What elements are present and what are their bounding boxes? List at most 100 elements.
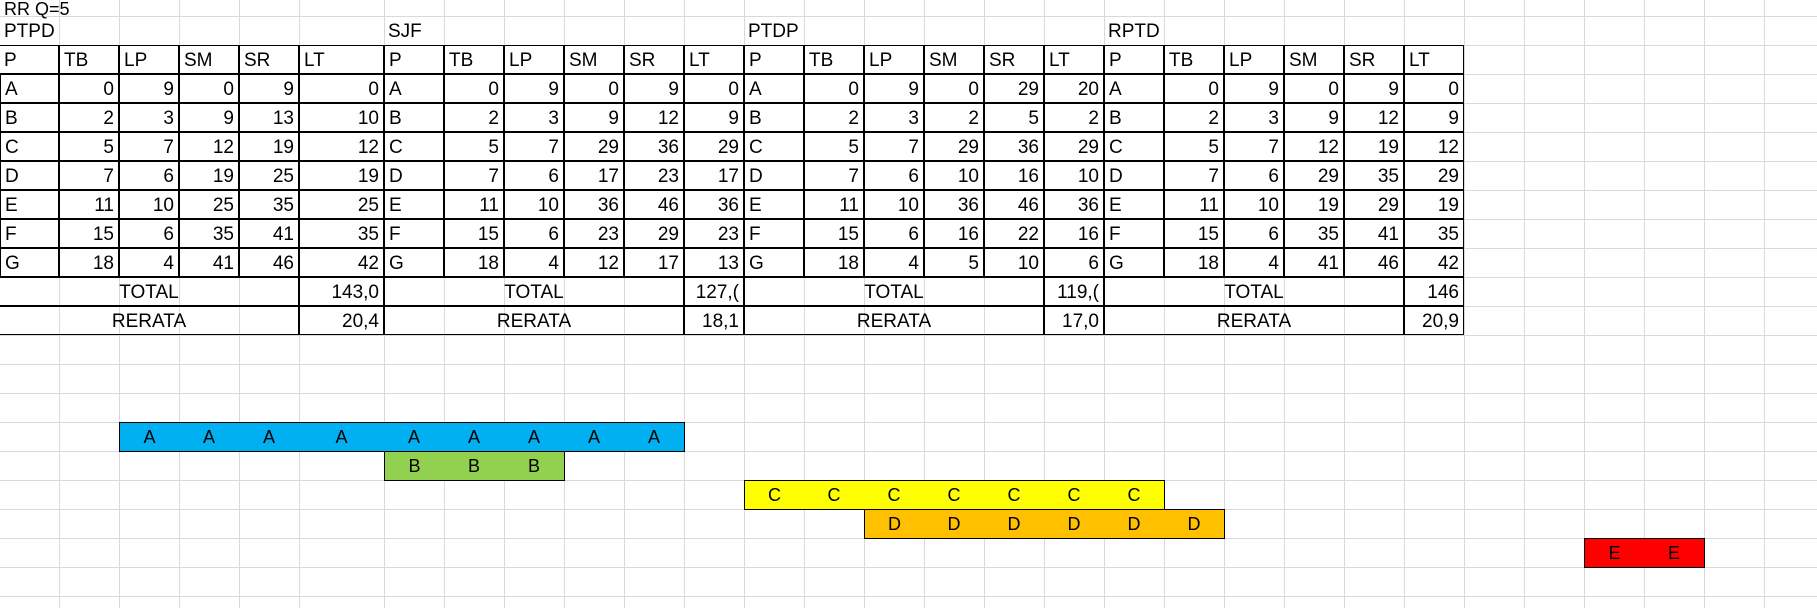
cell-ptdp-c-lt[interactable]: 29: [1044, 132, 1104, 161]
cell-ptdp-c-sm[interactable]: 29: [924, 132, 984, 161]
cell-sjf-a-lp[interactable]: 9: [504, 74, 564, 103]
cell-sjf-d-sm[interactable]: 17: [564, 161, 624, 190]
cell-ptpd-e-sr[interactable]: 35: [239, 190, 299, 219]
cell-rptd-c-lt[interactable]: 12: [1404, 132, 1464, 161]
cell-rptd-g-tb[interactable]: 18: [1164, 248, 1224, 277]
cell-rptd-f-sr[interactable]: 41: [1344, 219, 1404, 248]
cell-ptpd-b-tb[interactable]: 2: [59, 103, 119, 132]
rerata-value-rptd[interactable]: 20,9: [1404, 306, 1464, 335]
gantt-cell-a[interactable]: A: [299, 422, 385, 452]
total-label-ptpd[interactable]: TOTAL: [0, 277, 299, 306]
cell-ptpd-d-tb[interactable]: 7: [59, 161, 119, 190]
cell-sjf-g-tb[interactable]: 18: [444, 248, 504, 277]
gantt-cell-c[interactable]: C: [984, 480, 1045, 510]
header-tb-rptd[interactable]: TB: [1164, 45, 1224, 74]
gantt-cell-c[interactable]: C: [864, 480, 925, 510]
header-p-ptdp[interactable]: P: [744, 45, 804, 74]
cell-sjf-d-sr[interactable]: 23: [624, 161, 684, 190]
cell-ptdp-b-lt[interactable]: 2: [1044, 103, 1104, 132]
cell-ptpd-a-sr[interactable]: 9: [239, 74, 299, 103]
gantt-cell-d[interactable]: D: [1044, 509, 1105, 539]
cell-ptdp-b-sm[interactable]: 2: [924, 103, 984, 132]
cell-rptd-e-p[interactable]: E: [1104, 190, 1164, 219]
cell-ptpd-c-lp[interactable]: 7: [119, 132, 179, 161]
gantt-cell-b[interactable]: B: [444, 451, 505, 481]
cell-rptd-e-lp[interactable]: 10: [1224, 190, 1284, 219]
header-sr-rptd[interactable]: SR: [1344, 45, 1404, 74]
gantt-cell-b[interactable]: B: [384, 451, 445, 481]
cell-ptpd-b-p[interactable]: B: [0, 103, 59, 132]
cell-rptd-f-sm[interactable]: 35: [1284, 219, 1344, 248]
cell-sjf-a-tb[interactable]: 0: [444, 74, 504, 103]
gantt-cell-a[interactable]: A: [444, 422, 505, 452]
cell-ptdp-f-lt[interactable]: 16: [1044, 219, 1104, 248]
cell-rptd-c-p[interactable]: C: [1104, 132, 1164, 161]
cell-ptpd-g-sm[interactable]: 41: [179, 248, 239, 277]
total-label-sjf[interactable]: TOTAL: [384, 277, 684, 306]
cell-sjf-b-sr[interactable]: 12: [624, 103, 684, 132]
cell-rptd-a-sm[interactable]: 0: [1284, 74, 1344, 103]
cell-ptpd-g-lt[interactable]: 42: [299, 248, 384, 277]
cell-ptdp-a-tb[interactable]: 0: [804, 74, 864, 103]
cell-sjf-e-lp[interactable]: 10: [504, 190, 564, 219]
cell-ptdp-a-p[interactable]: A: [744, 74, 804, 103]
cell-sjf-b-lp[interactable]: 3: [504, 103, 564, 132]
gantt-cell-e[interactable]: E: [1584, 538, 1645, 568]
table-title-ptpd[interactable]: PTPD: [4, 20, 55, 42]
cell-ptpd-d-p[interactable]: D: [0, 161, 59, 190]
cell-ptdp-g-p[interactable]: G: [744, 248, 804, 277]
total-label-ptdp[interactable]: TOTAL: [744, 277, 1044, 306]
rerata-label-ptpd[interactable]: RERATA: [0, 306, 299, 335]
cell-ptdp-d-sr[interactable]: 16: [984, 161, 1044, 190]
cell-sjf-b-tb[interactable]: 2: [444, 103, 504, 132]
cell-ptpd-b-lp[interactable]: 3: [119, 103, 179, 132]
cell-ptdp-e-lp[interactable]: 10: [864, 190, 924, 219]
cell-sjf-e-sm[interactable]: 36: [564, 190, 624, 219]
cell-sjf-d-lp[interactable]: 6: [504, 161, 564, 190]
gantt-cell-d[interactable]: D: [864, 509, 925, 539]
header-lp-ptpd[interactable]: LP: [119, 45, 179, 74]
cell-ptdp-b-p[interactable]: B: [744, 103, 804, 132]
cell-sjf-c-lp[interactable]: 7: [504, 132, 564, 161]
cell-ptpd-c-sr[interactable]: 19: [239, 132, 299, 161]
cell-ptdp-e-tb[interactable]: 11: [804, 190, 864, 219]
cell-ptpd-c-p[interactable]: C: [0, 132, 59, 161]
cell-ptpd-d-sm[interactable]: 19: [179, 161, 239, 190]
cell-rptd-g-lp[interactable]: 4: [1224, 248, 1284, 277]
cell-sjf-c-lt[interactable]: 29: [684, 132, 744, 161]
cell-ptpd-e-lp[interactable]: 10: [119, 190, 179, 219]
total-value-rptd[interactable]: 146: [1404, 277, 1464, 306]
cell-sjf-b-sm[interactable]: 9: [564, 103, 624, 132]
rerata-value-ptdp[interactable]: 17,0: [1044, 306, 1104, 335]
gantt-cell-a[interactable]: A: [564, 422, 625, 452]
cell-rptd-d-sr[interactable]: 35: [1344, 161, 1404, 190]
header-lt-ptpd[interactable]: LT: [299, 45, 384, 74]
cell-sjf-c-sr[interactable]: 36: [624, 132, 684, 161]
cell-ptdp-g-lt[interactable]: 6: [1044, 248, 1104, 277]
cell-ptpd-a-sm[interactable]: 0: [179, 74, 239, 103]
cell-sjf-c-tb[interactable]: 5: [444, 132, 504, 161]
gantt-cell-a[interactable]: A: [119, 422, 180, 452]
cell-rptd-c-tb[interactable]: 5: [1164, 132, 1224, 161]
cell-ptdp-g-tb[interactable]: 18: [804, 248, 864, 277]
cell-sjf-c-sm[interactable]: 29: [564, 132, 624, 161]
cell-ptdp-c-p[interactable]: C: [744, 132, 804, 161]
rerata-label-rptd[interactable]: RERATA: [1104, 306, 1404, 335]
cell-sjf-g-lp[interactable]: 4: [504, 248, 564, 277]
cell-ptdp-a-sr[interactable]: 29: [984, 74, 1044, 103]
cell-ptpd-c-sm[interactable]: 12: [179, 132, 239, 161]
cell-sjf-f-p[interactable]: F: [384, 219, 444, 248]
cell-rptd-g-sr[interactable]: 46: [1344, 248, 1404, 277]
cell-ptdp-a-sm[interactable]: 0: [924, 74, 984, 103]
header-tb-ptdp[interactable]: TB: [804, 45, 864, 74]
cell-rptd-e-sr[interactable]: 29: [1344, 190, 1404, 219]
cell-ptpd-d-lp[interactable]: 6: [119, 161, 179, 190]
gantt-cell-c[interactable]: C: [924, 480, 985, 510]
cell-sjf-a-sm[interactable]: 0: [564, 74, 624, 103]
cell-ptdp-e-sm[interactable]: 36: [924, 190, 984, 219]
cell-rptd-g-lt[interactable]: 42: [1404, 248, 1464, 277]
cell-ptdp-d-lt[interactable]: 10: [1044, 161, 1104, 190]
rerata-label-ptdp[interactable]: RERATA: [744, 306, 1044, 335]
cell-rptd-b-p[interactable]: B: [1104, 103, 1164, 132]
header-sr-ptdp[interactable]: SR: [984, 45, 1044, 74]
